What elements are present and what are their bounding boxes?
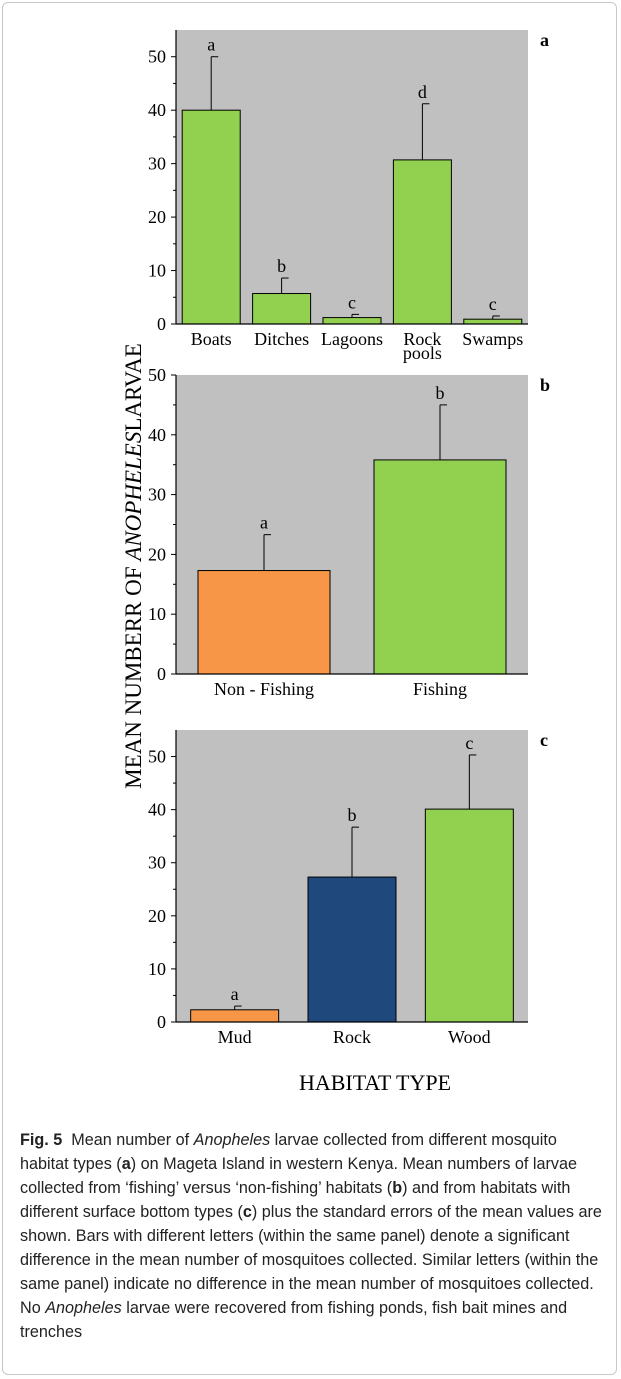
x-tick-label: Fishing (413, 679, 467, 699)
y-tick-label: 50 (148, 47, 166, 67)
y-tick-label: 10 (148, 261, 166, 281)
figure-caption: Fig. 5 Mean number of Anopheles larvae c… (20, 1128, 604, 1344)
significance-letter: b (348, 805, 357, 825)
bar (424, 808, 514, 1023)
caption-panel-ref: b (392, 1179, 403, 1197)
significance-letter: b (277, 256, 286, 276)
y-tick-label: 30 (148, 853, 166, 873)
bar (322, 317, 382, 325)
bar (463, 318, 523, 325)
caption-panel-ref: a (121, 1155, 131, 1173)
x-tick-label: Rock (403, 329, 441, 349)
y-tick-label: 50 (148, 365, 166, 385)
y-tick-label: 40 (148, 800, 166, 820)
bar (181, 109, 241, 325)
bar (373, 459, 507, 675)
significance-letter: a (207, 35, 215, 55)
y-tick-label: 10 (148, 604, 166, 624)
y-tick-label: 10 (148, 959, 166, 979)
bar (307, 876, 397, 1023)
bar (252, 293, 312, 325)
y-tick-label: 0 (157, 1012, 166, 1032)
caption-text: ) and from habitats with different surfa… (20, 1179, 571, 1221)
y-axis-label-italic: ANOPHELES (121, 431, 146, 563)
x-tick-label: Swamps (462, 329, 523, 349)
significance-letter: c (465, 733, 473, 753)
y-tick-label: 40 (148, 425, 166, 445)
y-tick-label: 30 (148, 485, 166, 505)
panel-letter: c (540, 730, 548, 750)
y-tick-label: 20 (148, 207, 166, 227)
significance-letter: a (231, 984, 239, 1004)
significance-letter: b (436, 383, 445, 403)
y-tick-label: 50 (148, 747, 166, 767)
bar (392, 159, 452, 325)
y-tick-label: 0 (157, 314, 166, 334)
y-tick-label: 0 (157, 664, 166, 684)
panel-c-chart: a Mud b Rock c Wood 0 10 20 30 40 50 c (148, 730, 548, 1047)
caption-figure-label: Fig. 5 (20, 1131, 63, 1149)
bar (197, 570, 331, 675)
x-tick-label: Lagoons (321, 329, 383, 349)
figure-charts: aBoatsbDitchescLagoonsdRockpoolscSwamps0… (121, 30, 550, 1095)
caption-italic-genus: Anopheles (193, 1131, 271, 1149)
bar (190, 1009, 280, 1023)
caption-text: larvae were recovered from fishing ponds… (20, 1299, 568, 1341)
x-tick-label: pools (403, 343, 442, 363)
panel-letter: a (540, 30, 549, 50)
panel-letter: b (540, 375, 550, 395)
x-tick-label: Non - Fishing (214, 679, 314, 699)
caption-text: ) plus the standard errors of the mean v… (20, 1203, 602, 1317)
caption-italic-genus: Anopheles (45, 1299, 122, 1317)
significance-letter: d (418, 82, 427, 102)
x-axis-label: HABITAT TYPE (299, 1070, 451, 1095)
y-tick-label: 40 (148, 100, 166, 120)
x-tick-label: Mud (218, 1027, 252, 1047)
y-tick-label: 20 (148, 906, 166, 926)
caption-text: Mean number of (71, 1131, 194, 1149)
y-tick-label: 30 (148, 154, 166, 174)
caption-text: larvae collected from different mosquito… (20, 1131, 557, 1173)
significance-letter: a (260, 513, 268, 533)
x-tick-label: Wood (448, 1027, 491, 1047)
caption-text: ) on Mageta Island in western Kenya. Mea… (20, 1155, 577, 1197)
caption-panel-ref: c (242, 1203, 252, 1221)
x-tick-label: Ditches (254, 329, 309, 349)
y-axis-label: MEAN NUMBERR OF ANOPHELESLARVAE (121, 343, 146, 789)
x-tick-label: Rock (333, 1027, 371, 1047)
y-axis-label-suffix: LARVAE (121, 343, 146, 431)
significance-letter: c (348, 292, 356, 312)
x-tick-label: Boats (191, 329, 232, 349)
significance-letter: c (489, 294, 497, 314)
panel-b-chart: a Non - Fishing b Fishing 0 10 20 30 40 50 b (148, 365, 550, 699)
y-tick-label: 20 (148, 544, 166, 564)
y-axis-label-prefix: MEAN NUMBERR OF (121, 561, 146, 789)
